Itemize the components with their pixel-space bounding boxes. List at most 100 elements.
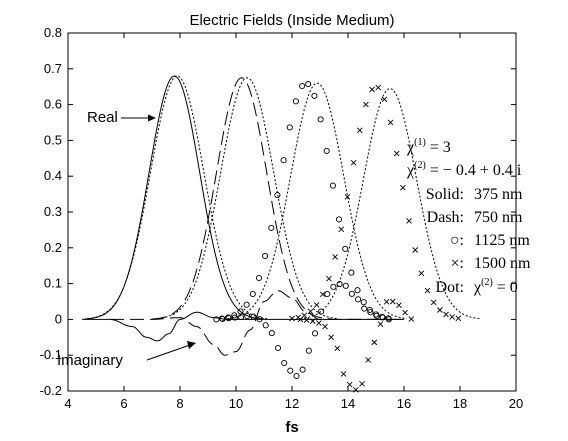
cross-marker-imag [383, 298, 390, 305]
data-series [82, 75, 462, 393]
parameter-legend: χ(1) = 3 χ(2) = − 0.4 + 0.4 i Solid: 375… [406, 137, 531, 296]
y-tick-label: 0.4 [44, 168, 62, 183]
dot-reference-lines [87, 75, 480, 320]
circle-marker-imag [330, 283, 337, 290]
circle-marker-imag [256, 316, 263, 323]
circle-marker-real [360, 299, 367, 306]
cross-marker-imag [303, 317, 310, 323]
circle-marker-imag [250, 313, 257, 320]
y-tick-label: 0.5 [44, 132, 62, 147]
cross-marker-imag [402, 309, 408, 316]
cross-marker-imag [322, 323, 328, 330]
circle-marker-imag [305, 347, 312, 354]
cross-marker-real [443, 311, 449, 318]
x-tick-label: 6 [120, 396, 127, 411]
solid-key: Solid: [426, 186, 464, 203]
circle-marker-real [237, 308, 244, 315]
circle-marker-real [274, 192, 281, 199]
cross-marker-real [332, 254, 338, 260]
cross-marker-imag [359, 381, 365, 387]
x-tick-label: 20 [509, 396, 523, 411]
dot-reference-curve-2 [157, 77, 337, 320]
circle-marker-imag [385, 316, 392, 323]
series-dash-imag-line [110, 290, 404, 356]
circle-marker-imag [379, 314, 386, 321]
circle-key: ○: [450, 232, 464, 249]
cross-marker-real [289, 315, 295, 322]
circle-marker-imag [311, 330, 319, 337]
cross-marker-imag [297, 316, 304, 323]
x-tick-label: 10 [229, 396, 243, 411]
cross-key: ×: [451, 255, 464, 272]
circle-marker-imag [225, 315, 232, 322]
series-solid-real-line [84, 75, 265, 320]
cross-marker-imag [408, 316, 415, 322]
chart-title: Electric Fields (Inside Medium) [189, 12, 394, 29]
y-tick-label: 0.2 [44, 240, 62, 255]
real-arrow-head [148, 114, 156, 122]
cross-marker-imag [365, 357, 371, 363]
cross-marker-real [455, 315, 462, 322]
cross-marker-real [326, 275, 332, 282]
dash-key: Dash: [427, 209, 464, 226]
cross-marker-real [430, 299, 437, 306]
cross-marker-imag [340, 371, 347, 377]
cross-marker-imag [377, 321, 384, 327]
dot-key: Dot: [436, 279, 464, 296]
dot-value: χ(2) = 0 [473, 277, 518, 296]
cross-marker-real [319, 291, 326, 298]
x-tick-label: 14 [341, 396, 355, 411]
circle-marker-real [305, 81, 312, 88]
x-axis-label: fs [285, 419, 298, 436]
circle-marker-imag [361, 305, 368, 312]
y-tick-label: 0.1 [44, 276, 62, 291]
cross-marker-real [369, 86, 375, 93]
circle-marker-imag [213, 316, 220, 323]
circle-marker-imag [367, 309, 374, 316]
cross-marker-real [338, 226, 345, 233]
circle-marker-real [280, 157, 287, 164]
dot-reference-curve-4 [300, 87, 480, 320]
series-cross [289, 84, 462, 393]
imaginary-arrow-head [187, 341, 196, 349]
cross-marker-imag [389, 298, 396, 305]
circle-marker-imag [355, 296, 362, 303]
circle-marker-imag [281, 359, 288, 367]
series-dash [110, 77, 404, 356]
circle-marker-imag [293, 372, 300, 380]
cross-marker-imag [328, 334, 335, 341]
y-tick-label: 0.6 [44, 97, 62, 112]
cross-marker-imag [346, 381, 353, 388]
circle-marker-imag [244, 312, 251, 320]
cross-marker-imag [334, 345, 341, 352]
cross-marker-real [356, 127, 363, 134]
circle-marker-real [348, 269, 355, 276]
y-tick-label: 0 [55, 311, 62, 326]
circle-marker-real [329, 182, 336, 189]
cross-marker-real [418, 270, 425, 277]
circle-marker-imag [373, 312, 380, 319]
cross-marker-real [381, 96, 388, 103]
circle-marker-imag [324, 290, 331, 298]
cross-marker-real [393, 150, 400, 157]
cross-marker-real [400, 184, 406, 191]
cross-marker-real [350, 159, 357, 166]
circle-value: 1125 nm [474, 232, 530, 249]
cross-marker-imag [309, 318, 316, 324]
circle-marker-imag [318, 308, 325, 315]
circle-marker-real [299, 82, 306, 90]
y-tick-label: 0.8 [44, 25, 62, 40]
cross-marker-real [424, 287, 431, 294]
circle-marker-real [317, 116, 324, 123]
cross-marker-imag [371, 339, 378, 346]
imaginary-label: Imaginary [57, 352, 123, 369]
circle-marker-real [335, 216, 343, 223]
circle-marker-imag [219, 315, 226, 323]
circle-marker-real [243, 301, 250, 308]
circle-marker-imag [287, 367, 294, 374]
series-dash-real-line [151, 77, 332, 320]
circle-marker-real [311, 92, 318, 99]
circle-marker-real [286, 124, 293, 131]
cross-marker-real [406, 218, 412, 224]
